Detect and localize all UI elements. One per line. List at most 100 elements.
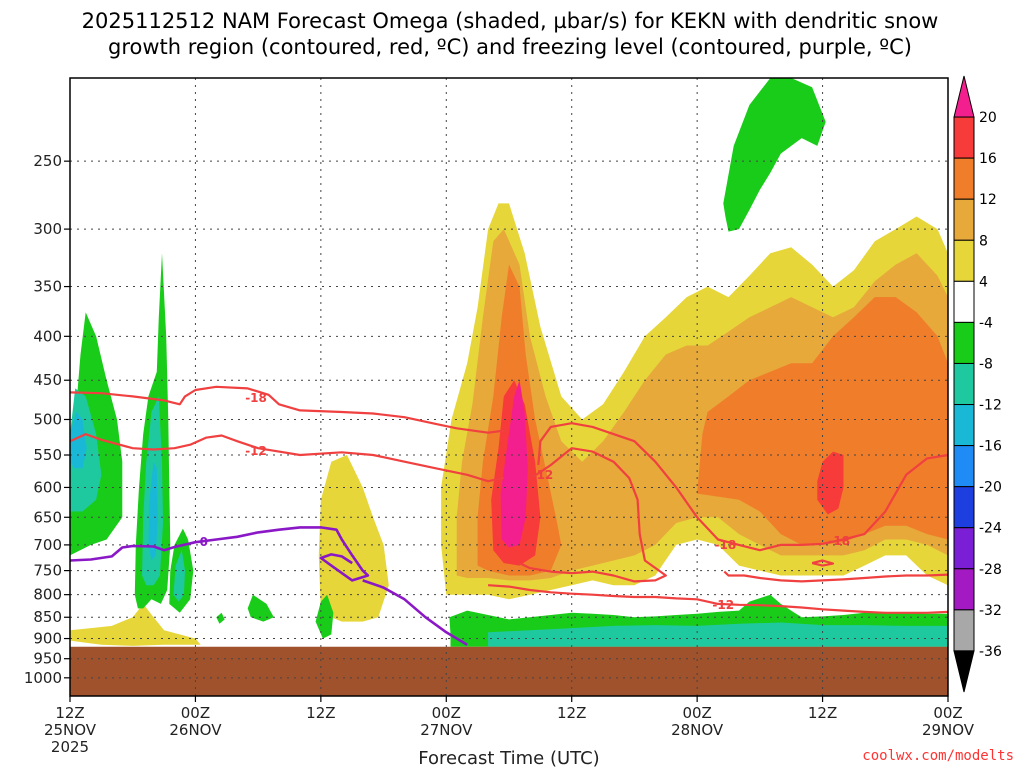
y-tick-label: 650 <box>33 508 62 526</box>
y-tick-label: 900 <box>33 630 62 648</box>
y-tick-label: 850 <box>33 608 62 626</box>
dendritic-contour <box>488 584 949 614</box>
omega-region-m4 <box>216 612 225 624</box>
colorbar-bin <box>953 568 975 611</box>
omega-region-m4 <box>723 78 826 232</box>
colorbar-bin <box>953 362 975 406</box>
colorbar-bin <box>953 445 975 488</box>
x-tick-label: 29NOV <box>922 721 975 739</box>
x-tick-label: 12Z <box>55 704 84 722</box>
dendritic-contour <box>519 447 667 583</box>
x-tick-label: 00Z <box>682 704 711 722</box>
dendritic-contours: -18 -12 -12 -18 -12 -18 <box>69 385 949 614</box>
freezing-contour-label: 0 <box>200 535 208 549</box>
dendritic-contour-label: -18 <box>828 534 850 548</box>
colorbar-bin <box>953 116 975 159</box>
freezing-contours: 0 <box>69 526 468 646</box>
y-tick-label: 800 <box>33 586 62 604</box>
ground-fill <box>70 646 948 696</box>
y-tick-label: 750 <box>33 562 62 580</box>
y-tick-label: 450 <box>33 371 62 389</box>
y-tick-label: 950 <box>33 650 62 668</box>
x-tick-label: 26NOV <box>169 721 222 739</box>
colorbar-bin <box>953 75 975 118</box>
colorbar-bin <box>953 609 975 652</box>
y-tick-label: 1000 <box>24 669 62 687</box>
y-tick-label: 400 <box>33 327 62 345</box>
omega-region-20 <box>500 380 528 548</box>
x-tick-label: 00Z <box>181 704 210 722</box>
omega-region-16 <box>817 451 844 515</box>
colorbar-label: -20 <box>979 480 1002 496</box>
y-axis-ticks: 250 300 350 400 450 500 550 600 650 700 750 800 850 9… <box>24 152 70 687</box>
x-tick-label: 00Z <box>432 704 461 722</box>
colorbar-label: -32 <box>979 603 1002 619</box>
omega-region-4 <box>318 455 389 622</box>
y-tick-label: 600 <box>33 478 62 496</box>
dendritic-contour <box>537 422 949 552</box>
colorbar-bin <box>953 157 975 200</box>
omega-region-4 <box>70 603 201 646</box>
omega-region-m4 <box>315 594 334 639</box>
colorbar-label: 16 <box>979 151 997 167</box>
colorbar-label: -8 <box>979 356 993 372</box>
y-tick-label: 300 <box>33 220 62 238</box>
x-tick-label: 25NOV <box>44 721 97 739</box>
x-tick-label: 00Z <box>933 704 962 722</box>
x-tick-label: 12Z <box>306 704 335 722</box>
colorbar-label: -36 <box>979 644 1002 660</box>
x-tick-label: 28NOV <box>671 721 724 739</box>
omega-region-m12 <box>70 412 87 469</box>
colorbar-label: -28 <box>979 562 1002 578</box>
dendritic-contour <box>811 559 835 567</box>
credit-text: coolwx.com/modelts <box>862 748 1014 764</box>
omega-region-m4 <box>247 594 274 622</box>
colorbar-bin <box>953 321 975 364</box>
y-tick-label: 550 <box>33 446 62 464</box>
omega-shading <box>70 78 948 647</box>
dendritic-contour-label: -18 <box>245 391 267 405</box>
colorbar-label: -24 <box>979 521 1002 537</box>
omega-region-m12 <box>148 461 158 561</box>
x-tick-label: 12Z <box>808 704 837 722</box>
freezing-contour <box>69 526 370 582</box>
colorbar-label: -16 <box>979 439 1002 455</box>
colorbar-label: 12 <box>979 192 997 208</box>
colorbar-bin <box>953 239 975 282</box>
colorbar-label: 20 <box>979 110 997 126</box>
dendritic-contour-label: -18 <box>715 538 737 552</box>
colorbar-label: 8 <box>979 233 988 249</box>
colorbar-bin <box>953 527 975 570</box>
x-tick-label: 2025 <box>51 738 89 756</box>
chart-title-line-1: 2025112512 NAM Forecast Omega (shaded, µ… <box>82 9 939 33</box>
colorbar-label: -12 <box>979 398 1002 414</box>
colorbar-label: -4 <box>979 315 993 331</box>
chart-title-line-2: growth region (contoured, red, ºC) and f… <box>108 35 912 59</box>
plot-frame <box>69 77 949 697</box>
freezing-contour <box>362 579 468 646</box>
x-tick-label: 27NOV <box>420 721 473 739</box>
x-axis-label: Forecast Time (UTC) <box>418 748 599 768</box>
colorbar: 20 16 12 8 4 -4 -8 -12 -16 -20 -24 -28 -32 -36 <box>953 75 1002 693</box>
plot-area: -18 -12 -12 -18 -12 -18 0 <box>69 77 949 697</box>
colorbar-bin <box>953 280 975 323</box>
dendritic-contour <box>723 570 949 583</box>
dendritic-contour <box>69 433 505 483</box>
x-tick-label: 12Z <box>557 704 586 722</box>
grid-lines <box>70 78 948 696</box>
omega-region-m8 <box>173 550 185 602</box>
colorbar-bin <box>953 650 975 693</box>
y-tick-label: 500 <box>33 410 62 428</box>
dendritic-contour-label: -12 <box>532 468 554 482</box>
colorbar-label: 4 <box>979 274 988 290</box>
omega-region-m8 <box>488 622 948 647</box>
y-tick-label: 250 <box>33 152 62 170</box>
dendritic-contour-label: -12 <box>712 598 734 612</box>
ground-layer <box>70 646 948 696</box>
colorbar-bin <box>953 486 975 529</box>
y-tick-label: 350 <box>33 278 62 296</box>
dendritic-contour <box>69 385 505 434</box>
y-tick-label: 700 <box>33 536 62 554</box>
